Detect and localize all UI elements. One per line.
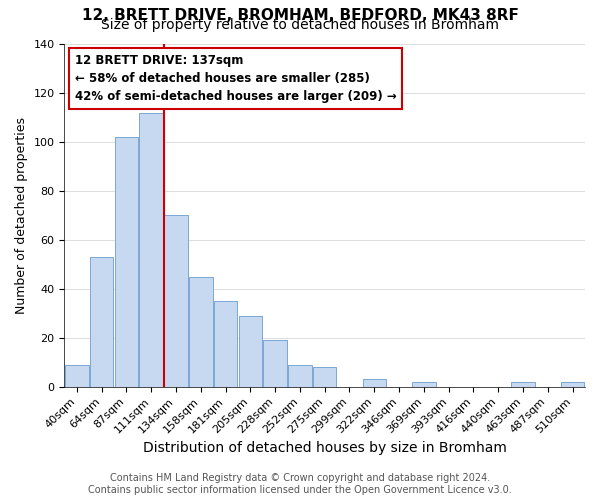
Text: Size of property relative to detached houses in Bromham: Size of property relative to detached ho…	[101, 18, 499, 32]
Bar	[263, 340, 287, 386]
Bar	[214, 301, 238, 386]
Bar	[412, 382, 436, 386]
Bar	[288, 364, 311, 386]
Bar	[561, 382, 584, 386]
Bar	[139, 112, 163, 386]
Bar	[313, 367, 337, 386]
Bar	[239, 316, 262, 386]
Bar	[362, 380, 386, 386]
Y-axis label: Number of detached properties: Number of detached properties	[15, 117, 28, 314]
Bar	[65, 364, 89, 386]
X-axis label: Distribution of detached houses by size in Bromham: Distribution of detached houses by size …	[143, 441, 506, 455]
Bar	[90, 257, 113, 386]
Text: 12 BRETT DRIVE: 137sqm
← 58% of detached houses are smaller (285)
42% of semi-de: 12 BRETT DRIVE: 137sqm ← 58% of detached…	[75, 54, 397, 104]
Bar	[164, 216, 188, 386]
Bar	[115, 137, 138, 386]
Text: Contains HM Land Registry data © Crown copyright and database right 2024.
Contai: Contains HM Land Registry data © Crown c…	[88, 474, 512, 495]
Bar	[189, 276, 212, 386]
Bar	[511, 382, 535, 386]
Text: 12, BRETT DRIVE, BROMHAM, BEDFORD, MK43 8RF: 12, BRETT DRIVE, BROMHAM, BEDFORD, MK43 …	[82, 8, 518, 22]
